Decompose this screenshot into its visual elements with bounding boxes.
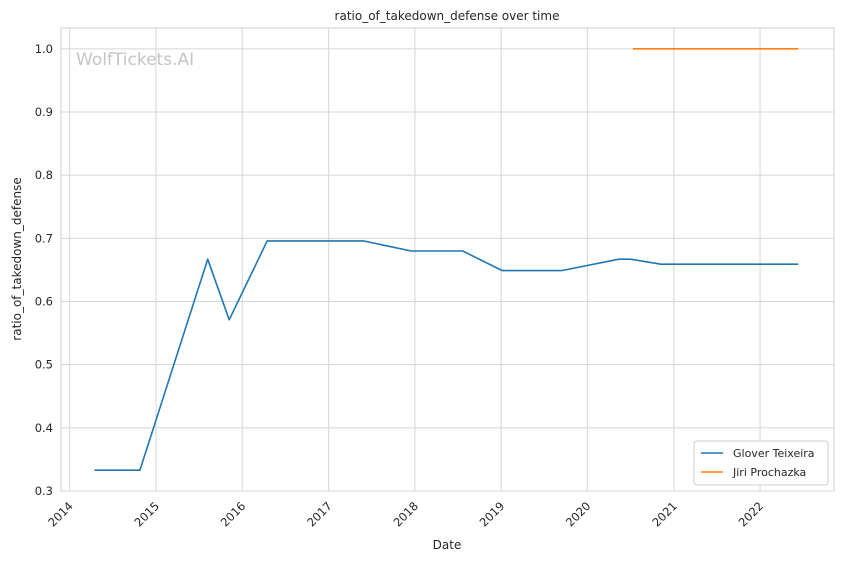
chart-watermark: WolfTickets.AI — [76, 50, 194, 70]
y-tick-label: 0.4 — [35, 421, 53, 435]
y-gridlines — [61, 48, 834, 492]
x-gridlines — [69, 28, 761, 491]
x-tick-label: 2020 — [563, 499, 594, 530]
x-tick-label: 2018 — [390, 499, 421, 530]
x-tick-label: 2019 — [477, 499, 508, 530]
y-tick-label: 0.8 — [35, 168, 53, 182]
series-layer — [94, 47, 799, 472]
y-tick-label: 0.9 — [35, 105, 53, 119]
x-axis-title: Date — [433, 538, 462, 552]
y-tick-labels: 0.3 0.4 0.5 0.6 0.7 0.8 0.9 1.0 — [35, 42, 53, 498]
legend-box — [693, 440, 829, 486]
y-tick-label: 0.3 — [35, 484, 53, 498]
y-tick-label: 0.5 — [35, 358, 53, 372]
legend-label-glover-teixeira: Glover Teixeira — [733, 447, 815, 460]
legend-label-jiri-prochazka: Jiri Prochazka — [732, 466, 806, 479]
chart-title: ratio_of_takedown_defense over time — [335, 9, 560, 23]
x-tick-labels: 2014 2015 2016 2017 2018 2019 2020 2021 2022 — [45, 499, 766, 530]
y-tick-label: 0.7 — [35, 231, 53, 245]
plot-area — [60, 27, 835, 492]
x-tick-label: 2021 — [649, 499, 680, 530]
y-axis-title: ratio_of_takedown_defense — [10, 177, 24, 340]
x-tick-label: 2015 — [131, 499, 162, 530]
x-tick-label: 2022 — [736, 499, 767, 530]
x-tick-label: 2017 — [304, 499, 335, 530]
y-tick-label: 1.0 — [35, 42, 53, 56]
x-tick-label: 2016 — [218, 499, 249, 530]
x-tick-label: 2014 — [45, 499, 76, 530]
y-tick-label: 0.6 — [35, 295, 53, 309]
series-line-glover-teixeira — [94, 240, 799, 472]
legend: Glover Teixeira Jiri Prochazka — [693, 440, 829, 486]
